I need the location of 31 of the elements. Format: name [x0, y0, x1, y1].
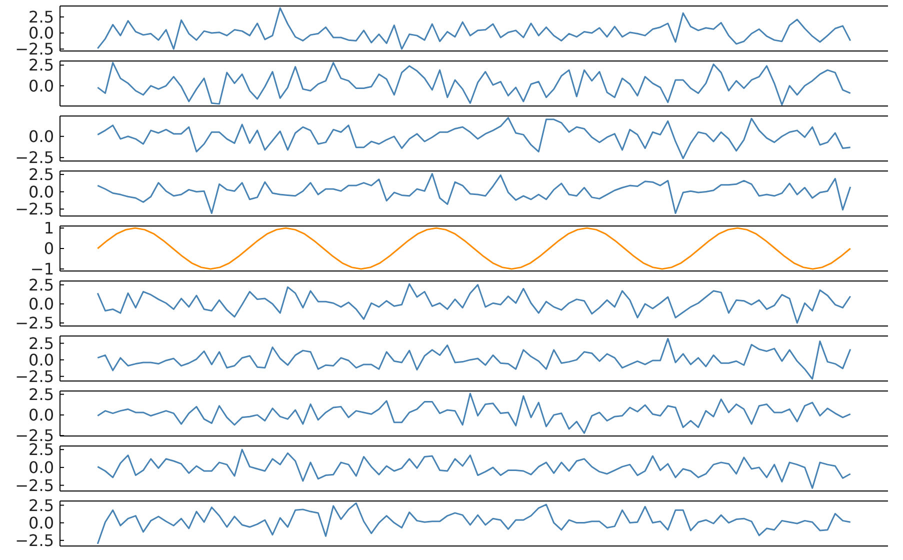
y-tick-label: 2.5	[28, 165, 54, 184]
y-tick-label: 0.0	[28, 406, 54, 425]
y-tick-label: 2.5	[28, 384, 54, 404]
y-tick-label: 0.0	[28, 76, 54, 96]
y-tick-label: −2.5	[15, 476, 54, 495]
line-series	[96, 62, 852, 106]
line-series	[96, 448, 852, 489]
line-series	[96, 283, 852, 324]
y-tick-label: −2.5	[15, 200, 54, 219]
y-tick-label: −2.5	[15, 148, 54, 168]
y-tick-label: 2.5	[28, 440, 54, 460]
y-tick-label: −2.5	[15, 530, 54, 550]
y-tick-label: 0.0	[28, 126, 54, 146]
y-tick-label: −2.5	[15, 366, 54, 386]
line-series	[96, 7, 852, 50]
line-series	[96, 227, 852, 270]
y-tick-label: 0.0	[28, 182, 54, 202]
line-series	[96, 116, 852, 160]
line-series	[96, 502, 852, 545]
line-series	[96, 173, 852, 214]
y-tick-label: 0.0	[28, 458, 54, 478]
y-tick-label: 0.0	[28, 513, 54, 532]
y-tick-label: 0.0	[28, 350, 54, 370]
line-series	[96, 392, 852, 434]
line-series	[96, 338, 852, 380]
y-tick-label: 0.0	[28, 294, 54, 314]
y-tick-label: 2.5	[28, 334, 54, 353]
y-tick-label: −2.5	[15, 314, 54, 333]
y-tick-label: 0	[44, 239, 54, 258]
y-tick-label: 2.5	[28, 496, 54, 515]
y-tick-label: 1	[44, 218, 54, 238]
